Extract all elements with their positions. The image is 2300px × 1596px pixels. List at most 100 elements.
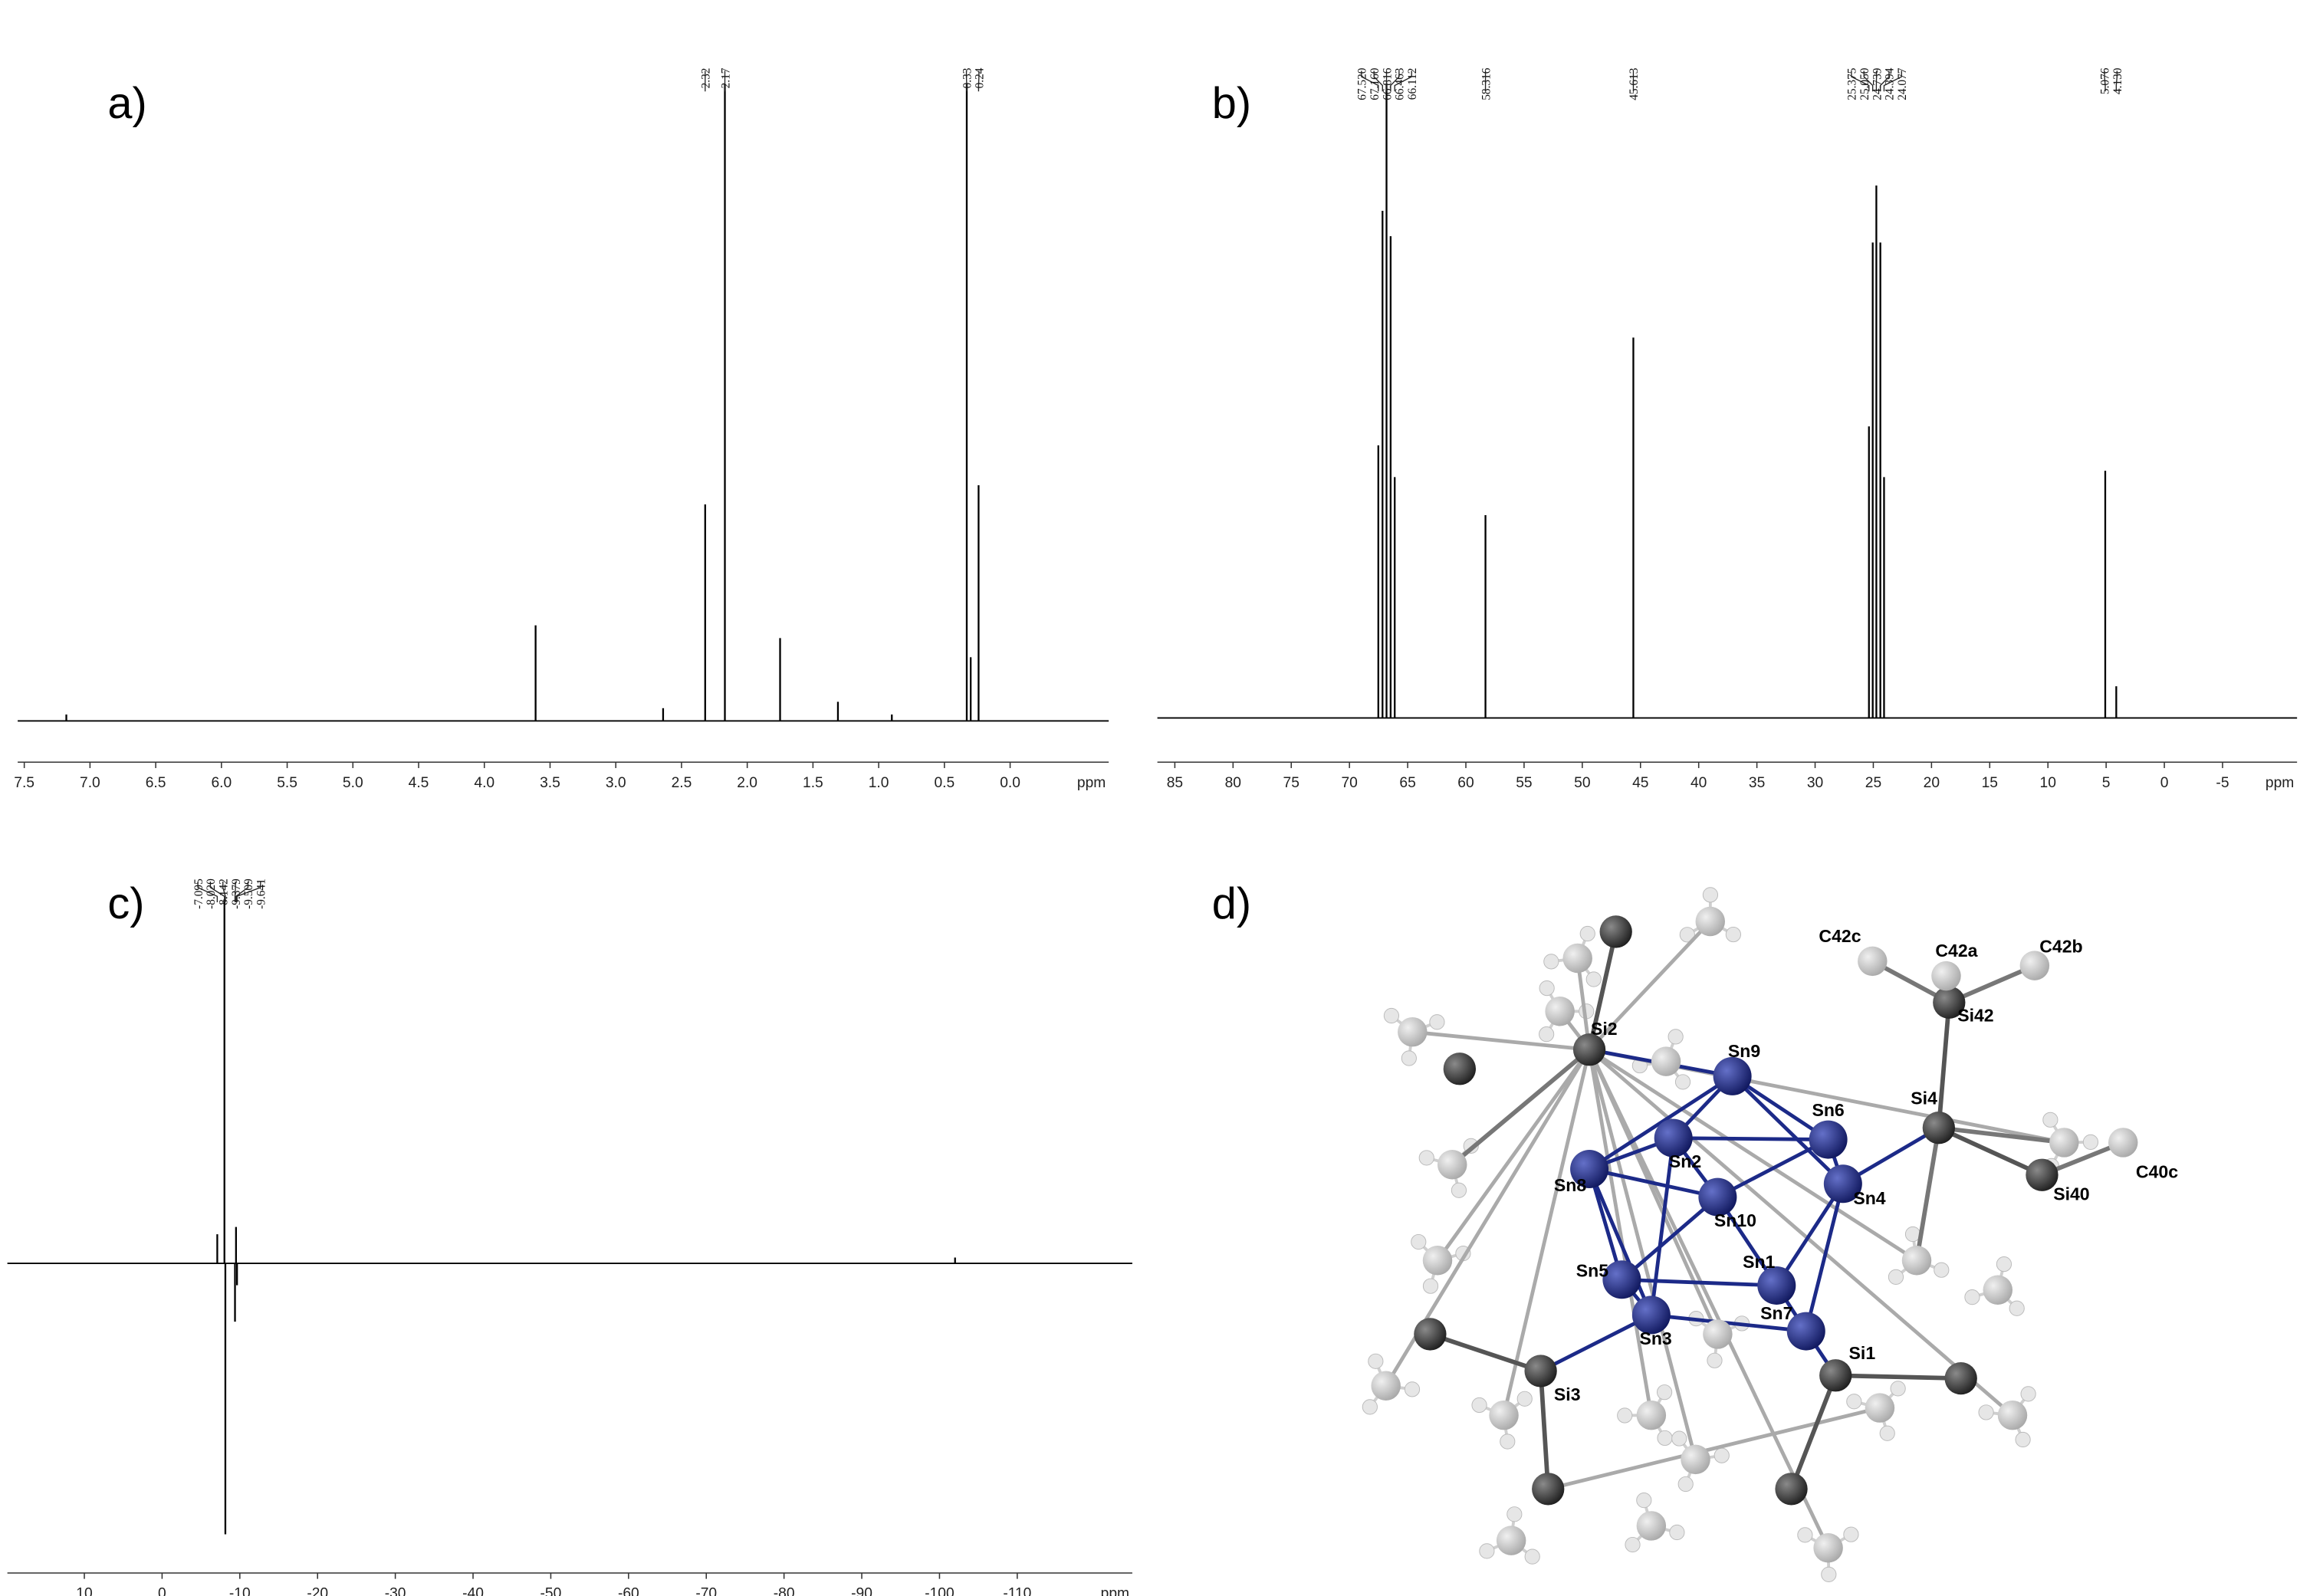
bond xyxy=(1587,1047,1654,1417)
x-tick-label: -80 xyxy=(774,1586,795,1596)
tin-atom xyxy=(1713,1056,1752,1095)
bond xyxy=(1428,1332,1543,1374)
peak-label: 25.375 xyxy=(1846,67,1859,100)
carbon-atom xyxy=(1398,1016,1428,1047)
bond xyxy=(1587,1074,1735,1171)
hydrogen-atom xyxy=(1585,971,1602,987)
x-axis-label: ppm xyxy=(1101,1586,1129,1596)
tin-atom xyxy=(1786,1312,1825,1351)
bond xyxy=(1502,1047,1592,1417)
x-tick-label: 40 xyxy=(1691,775,1707,791)
atom-label: Sn4 xyxy=(1853,1188,1885,1208)
peak-label: 66.463 xyxy=(1394,67,1407,100)
peak-label: 24.394 xyxy=(1884,67,1897,100)
bond xyxy=(1914,1125,1941,1263)
bond xyxy=(1538,1368,1551,1492)
peak-label-line xyxy=(1883,71,1902,92)
hydrogen-atom xyxy=(1702,887,1719,903)
atom-label: C42c xyxy=(1819,926,1861,946)
hydrogen-atom xyxy=(1471,1397,1487,1414)
x-tick-label: 30 xyxy=(1807,775,1823,791)
atom-label: C40c xyxy=(2136,1162,2178,1182)
carbon-atom xyxy=(1422,1246,1453,1276)
peak-label-line xyxy=(1879,71,1890,92)
atom-label: Si42 xyxy=(1957,1006,1993,1026)
peak-label-line xyxy=(235,882,249,902)
hydrogen-atom xyxy=(1978,1404,1994,1420)
bond xyxy=(1435,1047,1592,1263)
carbon-atom xyxy=(2049,1128,2079,1158)
hydrogen-atom xyxy=(1679,927,1695,943)
panel-label: c) xyxy=(107,879,144,928)
hydrogen-atom xyxy=(1674,1074,1691,1090)
carbon-atom xyxy=(1371,1371,1401,1401)
carbon-atom xyxy=(1496,1525,1526,1555)
bond xyxy=(1587,1047,1919,1263)
x-tick-label: 4.5 xyxy=(409,775,429,791)
x-tick-label: 0.0 xyxy=(1000,775,1020,791)
x-tick-label: 45 xyxy=(1632,775,1648,791)
hydrogen-atom xyxy=(1579,925,1595,942)
x-tick-label: -5 xyxy=(2216,775,2229,791)
bond xyxy=(1715,1138,1831,1199)
atom-label: Sn10 xyxy=(1714,1210,1756,1230)
peak-label: -8.142 xyxy=(218,878,231,909)
carbon-atom xyxy=(1681,1444,1710,1475)
carbon-atom xyxy=(1775,1473,1808,1506)
peak-label-line xyxy=(2104,71,2106,92)
bond xyxy=(1774,1181,1845,1288)
hydrogen-atom xyxy=(2015,1431,2031,1448)
peak-label: 24.077 xyxy=(1896,67,1909,100)
x-tick-label: 10 xyxy=(2040,775,2056,791)
x-tick-label: -40 xyxy=(462,1586,484,1596)
x-tick-label: 20 xyxy=(1924,775,1940,791)
carbon-atom xyxy=(1532,1473,1565,1506)
peak-label: 66.112 xyxy=(1406,67,1419,100)
bond xyxy=(1587,1047,1697,1462)
bond xyxy=(1936,1000,1952,1131)
atom-label: Si1 xyxy=(1849,1343,1876,1363)
x-axis-label: ppm xyxy=(2266,775,2294,791)
bond xyxy=(1450,1047,1592,1167)
carbon-atom xyxy=(1489,1400,1519,1430)
carbon-atom xyxy=(1545,997,1575,1026)
x-tick-label: 5.5 xyxy=(277,775,297,791)
bond xyxy=(1587,929,1618,1053)
x-tick-label: 25 xyxy=(1865,775,1881,791)
hydrogen-atom xyxy=(1500,1433,1516,1450)
x-tick-label: -60 xyxy=(618,1586,639,1596)
hydrogen-atom xyxy=(1821,1566,1837,1582)
x-tick-label: -10 xyxy=(229,1586,251,1596)
bond xyxy=(1587,1167,1624,1282)
carbon-atom xyxy=(1562,943,1592,974)
carbon-atom xyxy=(2108,1128,2138,1158)
tin-atom xyxy=(1757,1266,1796,1305)
bond xyxy=(1804,1181,1845,1333)
tin-atom xyxy=(1809,1120,1848,1159)
hydrogen-atom xyxy=(1996,1256,2013,1273)
atom-label: C42b xyxy=(2039,936,2082,956)
peak-label: -9.509 xyxy=(242,878,255,909)
carbon-atom xyxy=(1599,915,1632,948)
molecule: Sn9 Sn6 Sn2 Sn8 Sn10 Sn4 Sn5 Sn1 Sn3 Sn7 Si2 Si4 Si4… xyxy=(1362,887,2178,1582)
peak-label: 45.613 xyxy=(1628,67,1641,100)
carbon-atom xyxy=(1414,1318,1447,1351)
bond xyxy=(1539,1313,1654,1373)
peak-label: 67.160 xyxy=(1368,67,1382,100)
carbon-atom xyxy=(1865,1393,1895,1423)
bond xyxy=(1649,1313,1809,1333)
bond xyxy=(1587,919,1713,1052)
bond xyxy=(1587,1047,1831,1550)
peak-label-line xyxy=(1390,71,1400,92)
x-tick-label: 75 xyxy=(1283,775,1300,791)
peak-label: -8.020 xyxy=(205,878,218,909)
hydrogen-atom xyxy=(1506,1506,1523,1522)
atom-label: Si4 xyxy=(1911,1088,1937,1108)
x-axis-label: ppm xyxy=(1077,775,1106,791)
bond xyxy=(1587,1047,2015,1417)
peak-label: -7.095 xyxy=(192,878,205,909)
carbon-atom xyxy=(1636,1400,1667,1430)
hydrogen-atom xyxy=(1411,1233,1427,1250)
peak-label: 58.316 xyxy=(1480,67,1493,100)
